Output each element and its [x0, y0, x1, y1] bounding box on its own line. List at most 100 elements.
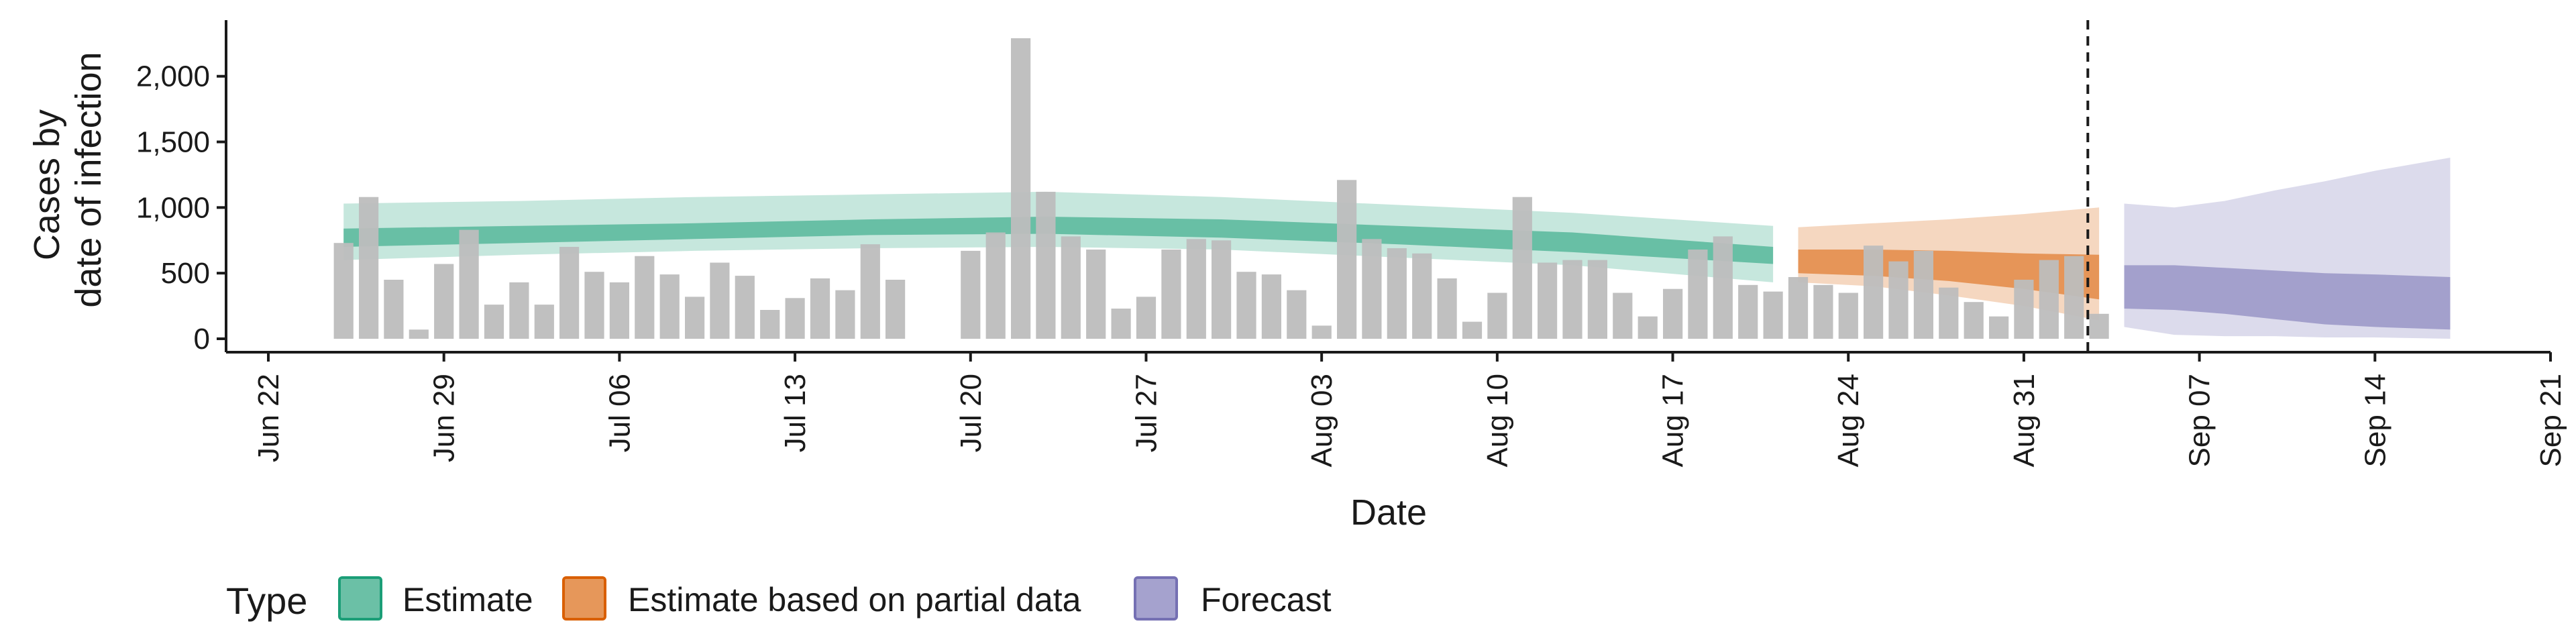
bar	[1738, 284, 1758, 339]
bar	[1487, 292, 1507, 339]
bar	[1562, 260, 1582, 339]
bar	[835, 290, 855, 339]
x-axis-title: Date	[1350, 492, 1427, 533]
y-axis-title-line-2: date of infection	[68, 52, 109, 307]
bar	[359, 197, 379, 339]
legend-label-estimate: Estimate	[402, 581, 533, 619]
legend-label-forecast: Forecast	[1201, 581, 1332, 619]
bar	[1212, 240, 1232, 339]
bar	[1939, 287, 1959, 339]
bar	[1913, 250, 1933, 339]
y-tick-label: 2,000	[136, 60, 210, 93]
x-tick-label: Aug 17	[1657, 374, 1690, 467]
bar	[1337, 180, 1357, 339]
bar	[2014, 280, 2034, 339]
legend-item-forecast: Forecast	[1134, 576, 1332, 621]
bar	[810, 278, 830, 339]
x-tick-label: Sep 21	[2534, 374, 2567, 467]
y-tick-label: 1,500	[136, 126, 210, 159]
bar	[1663, 288, 1683, 339]
y-tick-label: 500	[161, 257, 210, 290]
bar	[1888, 261, 1909, 339]
bar	[1512, 197, 1532, 339]
bar	[409, 329, 429, 339]
y-tick-label: 1,000	[136, 191, 210, 224]
band-50-forecast	[2124, 265, 2451, 330]
bar	[484, 305, 504, 339]
bar	[559, 247, 580, 339]
x-tick-label: Jul 27	[1130, 374, 1163, 452]
bar	[1362, 239, 1382, 339]
legend-item-partial: Estimate based on partial data	[562, 576, 1081, 621]
bar	[1688, 250, 1708, 339]
bar	[1161, 250, 1181, 339]
bar	[710, 262, 730, 339]
bar	[2039, 260, 2059, 339]
bar	[1036, 191, 1056, 339]
bar	[1763, 291, 1783, 339]
bar	[1061, 236, 1081, 339]
bar	[1989, 316, 2009, 339]
bar	[735, 276, 755, 339]
bar	[785, 298, 805, 339]
bar	[885, 280, 906, 339]
bar	[1587, 260, 1607, 339]
bar	[1136, 297, 1157, 339]
bar	[434, 264, 454, 339]
bar	[1864, 246, 1884, 339]
legend-label-partial: Estimate based on partial data	[628, 581, 1081, 619]
bar	[860, 244, 880, 339]
bar	[961, 250, 981, 339]
legend-item-estimate: Estimate	[338, 576, 533, 621]
x-ticks: Jun 22 Jun 29 Jul 06 Jul 13 Jul 20 Jul 27 Aug …	[252, 352, 2567, 467]
y-ticks: 0 500 1,000 1,500 2,000	[136, 60, 226, 356]
x-tick-label: Jun 22	[252, 374, 285, 462]
bar	[1236, 272, 1256, 339]
bar	[1788, 277, 1809, 339]
bar	[1086, 250, 1106, 339]
bar	[1261, 274, 1281, 339]
x-tick-label: Aug 10	[1481, 374, 1514, 467]
x-tick-label: Jun 29	[428, 374, 461, 462]
bar	[1311, 325, 1332, 339]
bar	[509, 282, 529, 339]
bar	[1437, 278, 1457, 339]
y-axis-title: Cases by date of infection	[27, 52, 109, 307]
x-tick-label: Jul 20	[955, 374, 987, 452]
bar	[659, 274, 680, 339]
legend: Type Estimate Estimate based on partial …	[226, 576, 1332, 622]
bar	[685, 297, 705, 339]
y-tick-label: 0	[194, 323, 210, 356]
legend-title: Type	[226, 580, 307, 622]
y-axis-title-line-1: Cases by	[27, 109, 67, 260]
bar	[609, 282, 629, 339]
x-tick-label: Sep 14	[2359, 374, 2392, 467]
x-tick-label: Aug 24	[1832, 374, 1865, 467]
x-tick-label: Jul 13	[779, 374, 812, 452]
bar	[635, 256, 655, 339]
bar	[1111, 309, 1131, 339]
bar	[1412, 253, 1432, 339]
legend-key-forecast	[1134, 576, 1178, 621]
bar	[1287, 290, 1307, 339]
bar	[1538, 262, 1558, 339]
x-tick-label: Jul 06	[603, 374, 636, 452]
bar	[584, 272, 604, 339]
x-tick-label: Aug 31	[2008, 374, 2041, 467]
bar	[534, 305, 554, 339]
band-90-estimate	[343, 191, 1774, 282]
bar	[333, 243, 354, 339]
bar	[1838, 292, 1858, 339]
bar	[1813, 284, 1833, 339]
bar	[384, 280, 404, 339]
bar	[2064, 256, 2084, 339]
uncertainty-bands	[343, 158, 2451, 339]
bar	[760, 310, 780, 339]
legend-key-partial	[562, 576, 606, 621]
bar	[1638, 316, 1658, 339]
bar	[459, 229, 479, 339]
bar	[2089, 313, 2109, 339]
bar	[1387, 248, 1407, 339]
reported-cases-bars	[333, 38, 2109, 339]
